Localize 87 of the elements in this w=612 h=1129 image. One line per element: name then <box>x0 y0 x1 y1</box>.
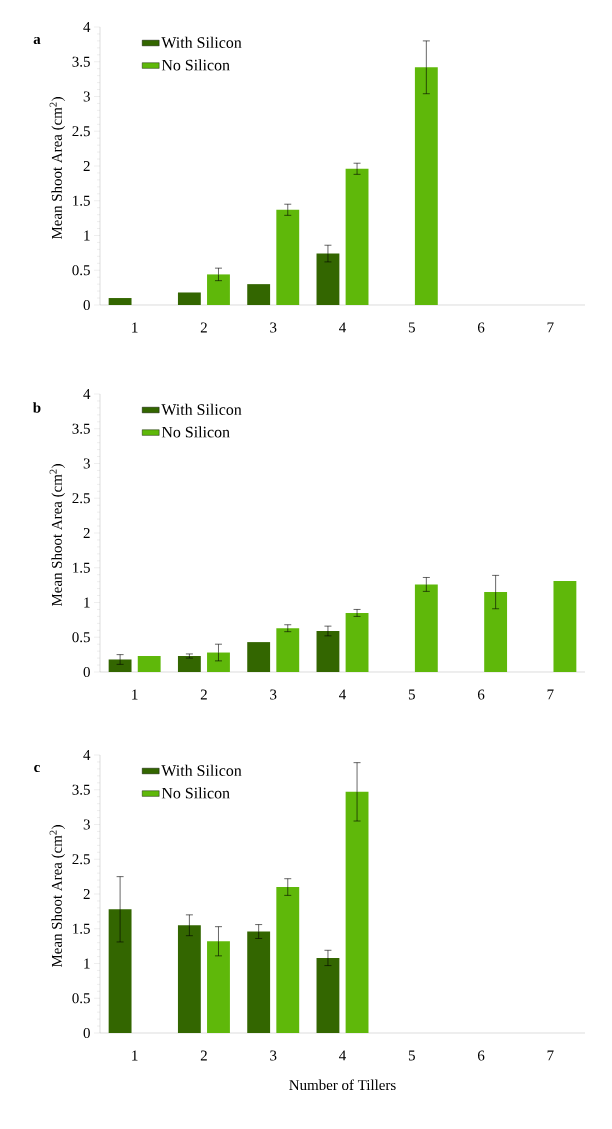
x-tick-label: 4 <box>339 322 346 333</box>
bar <box>276 628 300 672</box>
x-tick-label: 2 <box>200 1050 207 1061</box>
legend-label: No Silicon <box>161 787 230 799</box>
y-tick-label: 0 <box>83 1027 90 1039</box>
chart-title: a <box>33 36 41 45</box>
y-tick-label: 4 <box>83 22 91 32</box>
x-tick-label: 1 <box>132 689 138 700</box>
y-tick-label: 0 <box>83 299 90 311</box>
bar <box>345 612 369 672</box>
bar <box>345 791 369 1033</box>
bar <box>484 592 508 672</box>
bar <box>108 659 132 672</box>
bar <box>207 652 230 672</box>
y-tick-label: 3.5 <box>72 784 90 795</box>
y-tick-label: 4 <box>83 389 91 399</box>
bar <box>207 274 230 305</box>
y-axis-title: Mean Shoot Area (cm$^{2}$) <box>49 825 65 968</box>
bar <box>316 253 340 305</box>
bar <box>177 925 201 1033</box>
x-tick-label: 7 <box>547 322 554 333</box>
y-tick-label: 2.5 <box>72 493 90 504</box>
bar <box>316 630 340 672</box>
y-tick-label: 0.5 <box>72 993 90 1004</box>
y-axis-title: Mean Shoot Area (cm$^{2}$) <box>49 97 65 240</box>
legend-label: With Silicon <box>161 36 242 49</box>
bar <box>247 642 271 672</box>
x-tick-label: 3 <box>270 322 277 333</box>
bar <box>414 67 438 305</box>
y-tick-label: 1 <box>84 230 90 241</box>
y-tick-label: 1.5 <box>73 562 90 573</box>
bar <box>108 298 132 305</box>
bar <box>177 656 201 672</box>
chart-title: c <box>34 764 40 773</box>
y-tick-label: 1.5 <box>73 195 90 206</box>
y-tick-label: 3.5 <box>72 56 90 67</box>
y-axis-title: Mean Shoot Area (cm$^{2}$) <box>49 464 65 607</box>
x-tick-label: 5 <box>408 322 415 333</box>
bar <box>108 909 132 1033</box>
bar <box>247 284 271 305</box>
y-tick-label: 2.5 <box>72 854 90 865</box>
y-tick-label: 0.5 <box>72 632 90 643</box>
x-tick-label: 7 <box>547 689 554 700</box>
y-tick-label: 1.5 <box>73 923 90 934</box>
legend-label: No Silicon <box>161 426 230 438</box>
y-tick-label: 1 <box>84 958 90 969</box>
bar <box>345 168 369 305</box>
x-tick-label: 5 <box>408 689 415 700</box>
y-tick-label: 3 <box>83 458 90 469</box>
x-tick-label: 2 <box>200 322 207 333</box>
x-tick-label: 2 <box>200 689 207 700</box>
x-tick-label: 6 <box>477 322 485 333</box>
y-tick-label: 4 <box>83 750 91 760</box>
x-tick-label: 3 <box>270 1050 277 1061</box>
bar <box>137 656 161 672</box>
y-tick-label: 3 <box>83 819 90 830</box>
y-tick-label: 2 <box>83 889 90 899</box>
x-tick-label: 4 <box>339 1050 346 1061</box>
y-tick-label: 0.5 <box>72 265 90 276</box>
y-tick-label: 2.5 <box>72 126 90 137</box>
bar <box>276 887 300 1033</box>
legend-label: With Silicon <box>161 403 242 416</box>
bar <box>247 931 271 1033</box>
x-tick-label: 1 <box>132 1050 138 1061</box>
x-tick-label: 1 <box>132 322 138 333</box>
x-axis-title: Number of Tillers <box>289 1079 396 1091</box>
y-tick-label: 0 <box>83 666 90 678</box>
x-tick-label: 6 <box>477 1050 485 1061</box>
y-tick-label: 3.5 <box>72 423 90 434</box>
x-tick-label: 7 <box>547 1050 554 1061</box>
x-tick-label: 4 <box>339 689 346 700</box>
bar <box>207 941 230 1033</box>
bar <box>414 584 438 672</box>
x-tick-label: 5 <box>408 1050 415 1061</box>
chart-title: b <box>32 402 41 413</box>
x-tick-label: 3 <box>270 689 277 700</box>
y-tick-label: 3 <box>83 91 90 102</box>
bar <box>177 292 201 305</box>
x-tick-label: 6 <box>477 689 485 700</box>
bar <box>553 580 577 672</box>
legend-label: With Silicon <box>161 764 242 777</box>
bar <box>316 957 340 1033</box>
y-tick-label: 1 <box>84 597 90 608</box>
legend-label: No Silicon <box>161 59 230 71</box>
y-tick-label: 2 <box>83 528 90 538</box>
y-tick-label: 2 <box>83 161 90 171</box>
bar <box>276 209 300 305</box>
